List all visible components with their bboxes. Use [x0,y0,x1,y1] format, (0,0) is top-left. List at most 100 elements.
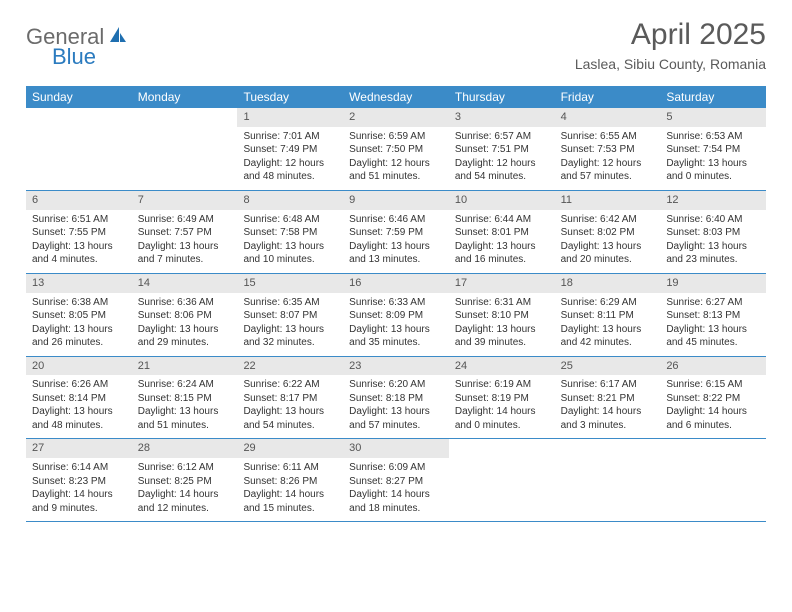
day-number: 15 [237,274,343,293]
page-subtitle: Laslea, Sibiu County, Romania [575,56,766,72]
calendar-day: 2Sunrise: 6:59 AMSunset: 7:50 PMDaylight… [343,108,449,190]
sunset-text: Sunset: 7:57 PM [138,226,232,240]
weekday-thursday: Thursday [449,86,555,108]
sunset-text: Sunset: 8:17 PM [243,392,337,406]
daylight-text: Daylight: 13 hours and 26 minutes. [32,323,126,350]
sunrise-text: Sunrise: 6:44 AM [455,213,549,227]
day-number: 13 [26,274,132,293]
day-number: 7 [132,191,238,210]
sunset-text: Sunset: 7:54 PM [666,143,760,157]
day-body: Sunrise: 6:59 AMSunset: 7:50 PMDaylight:… [343,127,449,190]
sunrise-text: Sunrise: 6:42 AM [561,213,655,227]
calendar-day: 5Sunrise: 6:53 AMSunset: 7:54 PMDaylight… [660,108,766,190]
sunrise-text: Sunrise: 6:31 AM [455,296,549,310]
day-number: 25 [555,357,661,376]
day-body: Sunrise: 6:51 AMSunset: 7:55 PMDaylight:… [26,210,132,273]
sunset-text: Sunset: 8:22 PM [666,392,760,406]
day-number: 28 [132,439,238,458]
sunrise-text: Sunrise: 6:11 AM [243,461,337,475]
sunset-text: Sunset: 8:01 PM [455,226,549,240]
day-number: 29 [237,439,343,458]
daylight-text: Daylight: 14 hours and 6 minutes. [666,405,760,432]
sunrise-text: Sunrise: 6:20 AM [349,378,443,392]
daylight-text: Daylight: 13 hours and 57 minutes. [349,405,443,432]
calendar-day: 3Sunrise: 6:57 AMSunset: 7:51 PMDaylight… [449,108,555,190]
calendar-day: 22Sunrise: 6:22 AMSunset: 8:17 PMDayligh… [237,357,343,439]
sunset-text: Sunset: 8:05 PM [32,309,126,323]
day-number [660,439,766,443]
sunset-text: Sunset: 8:11 PM [561,309,655,323]
calendar-day: 20Sunrise: 6:26 AMSunset: 8:14 PMDayligh… [26,357,132,439]
sunrise-text: Sunrise: 6:57 AM [455,130,549,144]
sunrise-text: Sunrise: 6:15 AM [666,378,760,392]
daylight-text: Daylight: 14 hours and 0 minutes. [455,405,549,432]
calendar-week: 20Sunrise: 6:26 AMSunset: 8:14 PMDayligh… [26,357,766,440]
day-number: 22 [237,357,343,376]
day-body: Sunrise: 6:24 AMSunset: 8:15 PMDaylight:… [132,375,238,438]
day-body: Sunrise: 6:22 AMSunset: 8:17 PMDaylight:… [237,375,343,438]
sunset-text: Sunset: 8:19 PM [455,392,549,406]
sunrise-text: Sunrise: 6:12 AM [138,461,232,475]
sail-icon [108,25,128,50]
day-number: 4 [555,108,661,127]
daylight-text: Daylight: 13 hours and 20 minutes. [561,240,655,267]
daylight-text: Daylight: 14 hours and 3 minutes. [561,405,655,432]
calendar-day: 10 Sunrise: 6:44 AMSunset: 8:01 PMDayligh… [449,191,555,273]
sunrise-text: Sunrise: 6:38 AM [32,296,126,310]
sunrise-text: Sunrise: 6:24 AM [138,378,232,392]
calendar-day: 1Sunrise: 7:01 AMSunset: 7:49 PMDaylight… [237,108,343,190]
calendar-day: 21Sunrise: 6:24 AMSunset: 8:15 PMDayligh… [132,357,238,439]
day-number: 2 [343,108,449,127]
weekday-saturday: Saturday [660,86,766,108]
daylight-text: Daylight: 12 hours and 48 minutes. [243,157,337,184]
sunset-text: Sunset: 8:21 PM [561,392,655,406]
sunset-text: Sunset: 8:15 PM [138,392,232,406]
calendar-day: 23Sunrise: 6:20 AMSunset: 8:18 PMDayligh… [343,357,449,439]
calendar: Sunday Monday Tuesday Wednesday Thursday… [26,86,766,522]
sunset-text: Sunset: 7:58 PM [243,226,337,240]
calendar-day: 9Sunrise: 6:46 AMSunset: 7:59 PMDaylight… [343,191,449,273]
daylight-text: Daylight: 13 hours and 45 minutes. [666,323,760,350]
day-number: 23 [343,357,449,376]
sunset-text: Sunset: 8:03 PM [666,226,760,240]
daylight-text: Daylight: 13 hours and 42 minutes. [561,323,655,350]
day-number [132,108,238,112]
day-body: Sunrise: 6:14 AMSunset: 8:23 PMDaylight:… [26,458,132,521]
calendar-day [132,108,238,190]
sunset-text: Sunset: 8:25 PM [138,475,232,489]
day-number: 20 [26,357,132,376]
day-number [26,108,132,112]
daylight-text: Daylight: 13 hours and 0 minutes. [666,157,760,184]
day-body: Sunrise: 6:48 AMSunset: 7:58 PMDaylight:… [237,210,343,273]
daylight-text: Daylight: 13 hours and 10 minutes. [243,240,337,267]
day-number: 16 [343,274,449,293]
day-body: Sunrise: 6:36 AMSunset: 8:06 PMDaylight:… [132,293,238,356]
calendar-day: 7Sunrise: 6:49 AMSunset: 7:57 PMDaylight… [132,191,238,273]
day-body: Sunrise: 6:20 AMSunset: 8:18 PMDaylight:… [343,375,449,438]
day-number: 1 [237,108,343,127]
day-number: 5 [660,108,766,127]
day-body: Sunrise: 6:38 AMSunset: 8:05 PMDaylight:… [26,293,132,356]
day-body: Sunrise: 6:19 AMSunset: 8:19 PMDaylight:… [449,375,555,438]
calendar-day [26,108,132,190]
day-body: Sunrise: 6:17 AMSunset: 8:21 PMDaylight:… [555,375,661,438]
day-body: Sunrise: 6:11 AMSunset: 8:26 PMDaylight:… [237,458,343,521]
sunrise-text: Sunrise: 6:19 AM [455,378,549,392]
calendar-day: 18Sunrise: 6:29 AMSunset: 8:11 PMDayligh… [555,274,661,356]
weekday-sunday: Sunday [26,86,132,108]
sunrise-text: Sunrise: 6:36 AM [138,296,232,310]
daylight-text: Daylight: 13 hours and 16 minutes. [455,240,549,267]
day-number [555,439,661,443]
day-number [449,439,555,443]
sunset-text: Sunset: 7:51 PM [455,143,549,157]
calendar-day: 6Sunrise: 6:51 AMSunset: 7:55 PMDaylight… [26,191,132,273]
day-number: 10 [449,191,555,210]
sunrise-text: Sunrise: 6:46 AM [349,213,443,227]
sunset-text: Sunset: 8:10 PM [455,309,549,323]
day-number: 26 [660,357,766,376]
daylight-text: Daylight: 14 hours and 18 minutes. [349,488,443,515]
day-number: 3 [449,108,555,127]
sunrise-text: Sunrise: 6:22 AM [243,378,337,392]
day-body: Sunrise: 6:49 AMSunset: 7:57 PMDaylight:… [132,210,238,273]
sunrise-text: Sunrise: 6:59 AM [349,130,443,144]
